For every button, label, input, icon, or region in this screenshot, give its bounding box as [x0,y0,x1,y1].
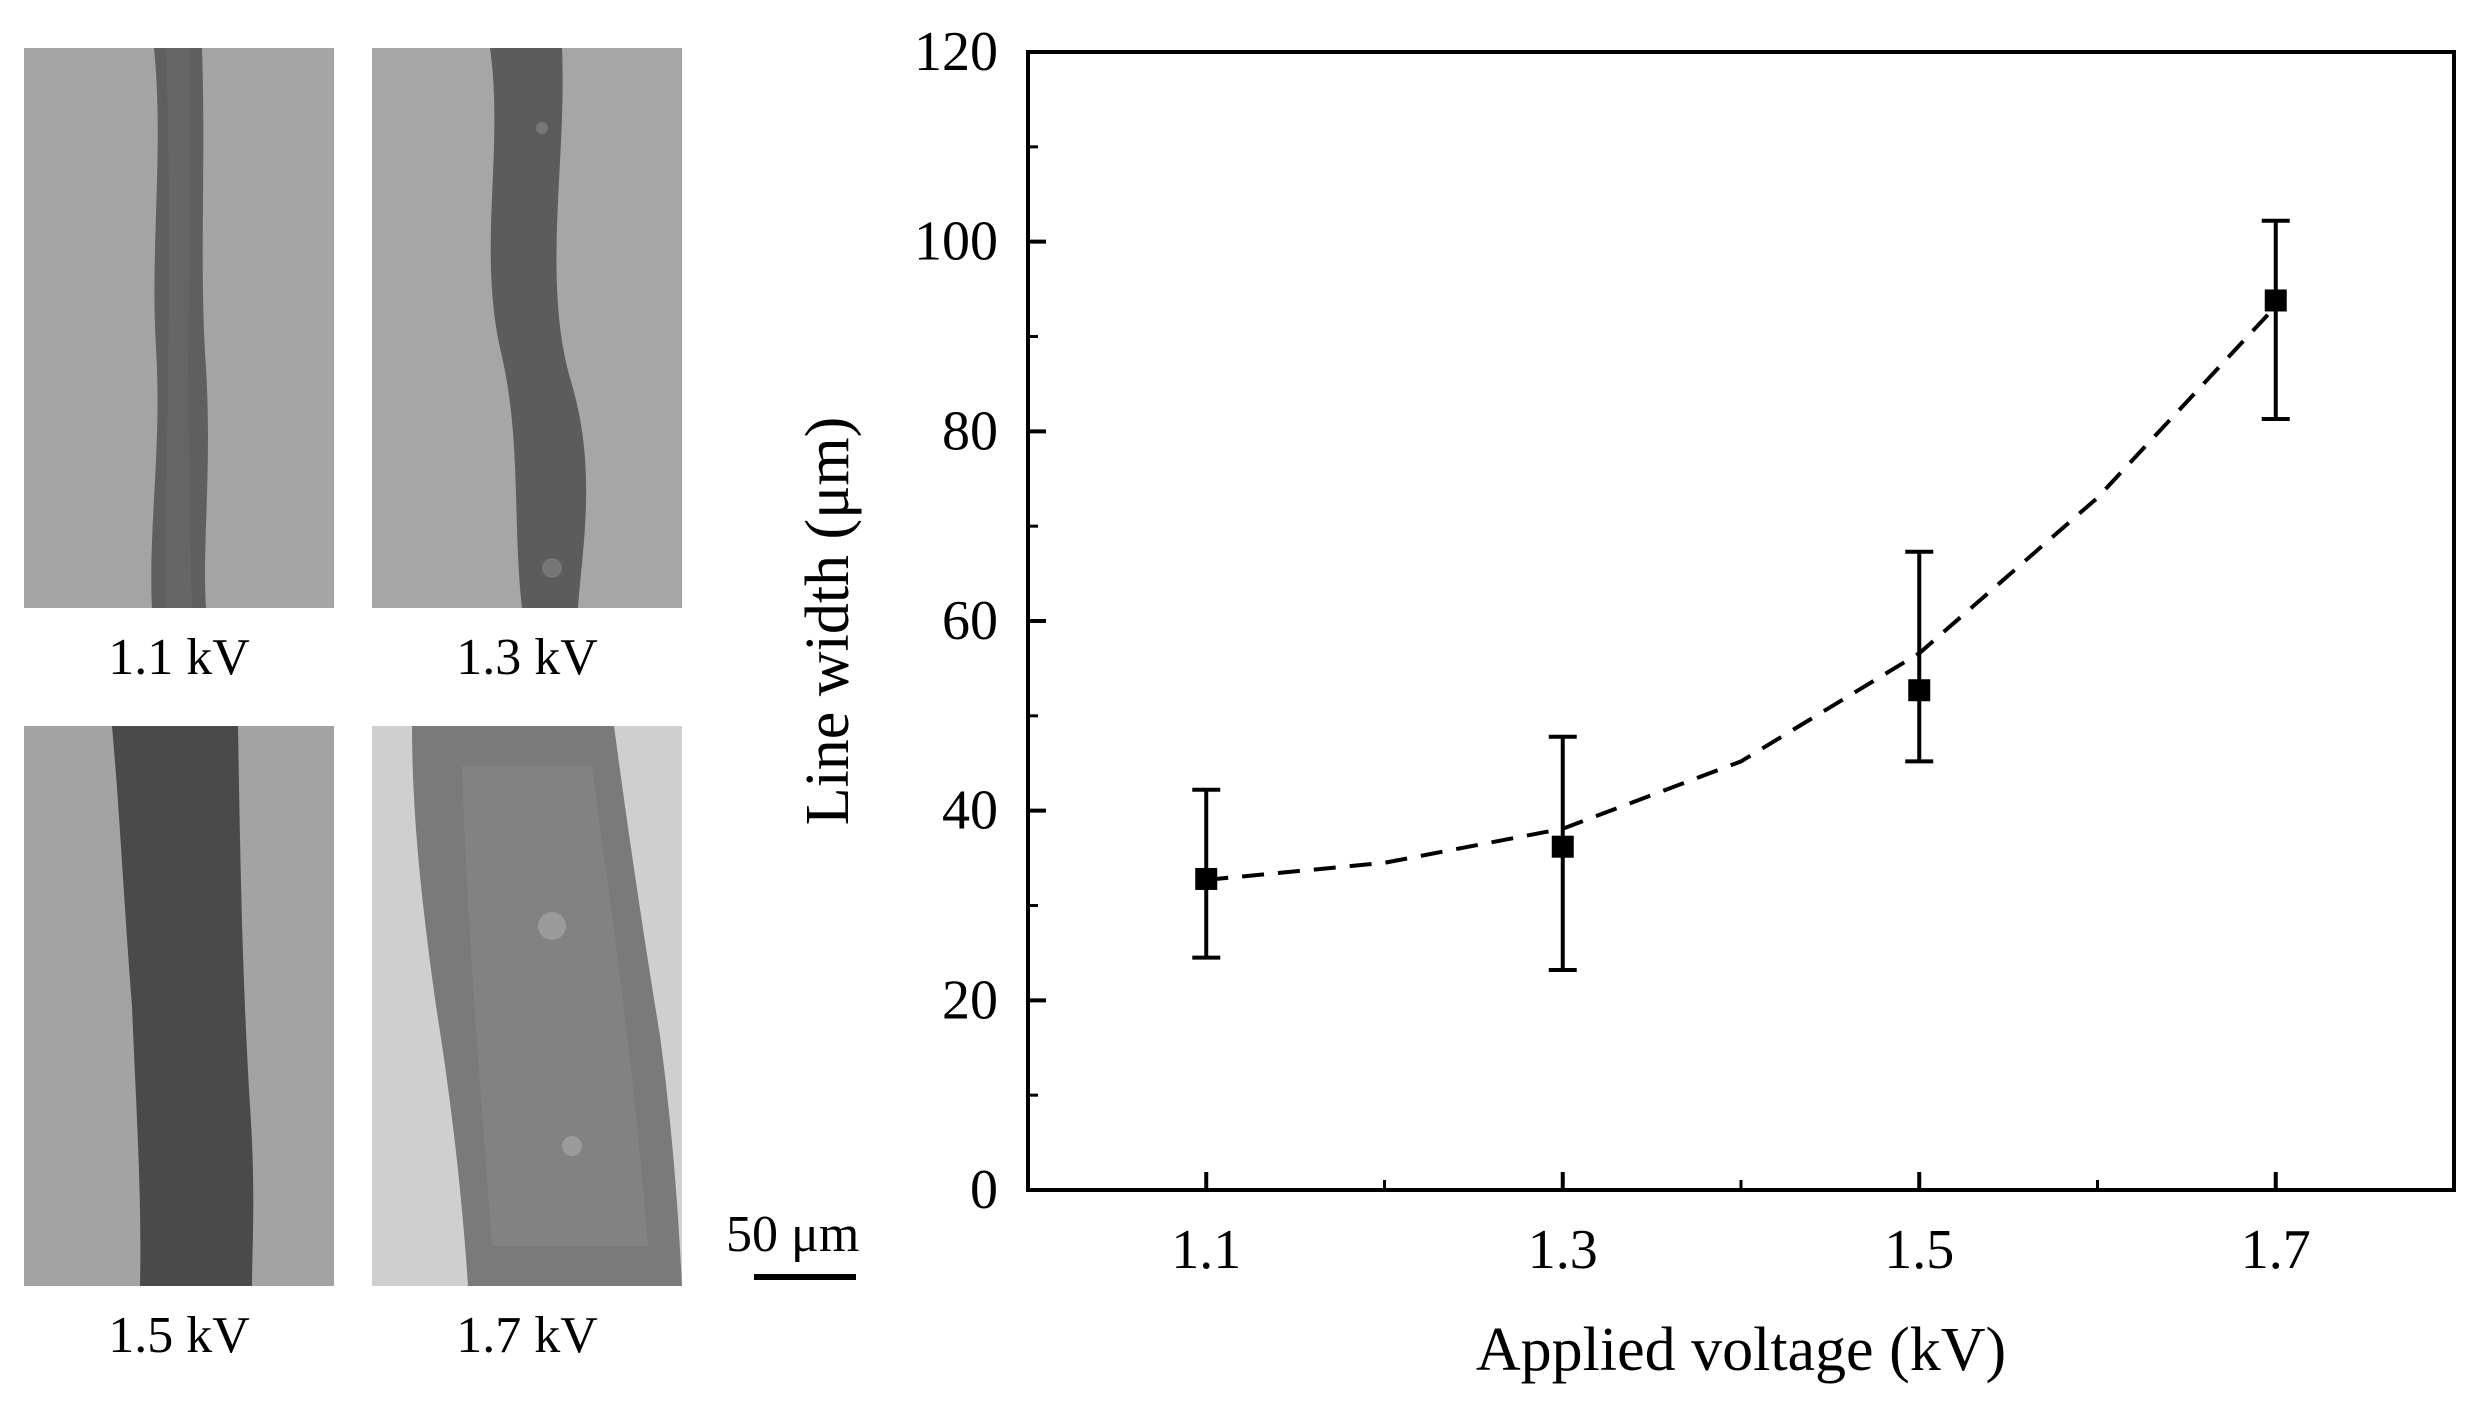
data-point [2264,289,2287,312]
scale-bar [754,1274,856,1280]
x-axis-title: Applied voltage (kV) [1476,1316,2006,1384]
y-axis: 0 20 40 60 80 100 120 [914,21,1046,1221]
plot-frame [1026,50,2456,1192]
y-tick-label: 60 [942,590,998,652]
x-tick-label: 1.5 [1884,1219,1954,1281]
panel-label-1-5kv: 1.5 kV [108,1307,250,1364]
fit-curve [1206,304,2278,882]
scale-bar-label: 50 μm [726,1206,860,1263]
y-tick-label: 0 [970,1159,998,1221]
micrograph-1-7kv [372,726,682,1286]
micrograph-1-3kv [372,48,682,608]
y-tick-label: 20 [942,969,998,1031]
micrograph-1-5kv [24,726,334,1286]
y-axis-title: Line width (μm) [794,417,862,826]
panel-label-1-7kv: 1.7 kV [456,1307,598,1364]
panel-label-1-3kv: 1.3 kV [456,629,598,686]
y-tick-label: 80 [942,400,998,462]
x-tick-label: 1.1 [1171,1219,1241,1281]
data-series [1192,218,2290,972]
data-point [1551,835,1574,858]
panel-label-1-1kv: 1.1 kV [108,629,250,686]
data-point [1908,679,1931,702]
micrograph-1-1kv [24,48,334,608]
x-axis: 1.1 1.3 1.5 1.7 [1171,1172,2311,1281]
data-point [1195,867,1218,890]
y-tick-label: 120 [914,21,998,83]
x-tick-label: 1.7 [2241,1219,2311,1281]
y-tick-label: 40 [942,780,998,842]
x-tick-label: 1.3 [1528,1219,1598,1281]
y-tick-label: 100 [914,211,998,273]
